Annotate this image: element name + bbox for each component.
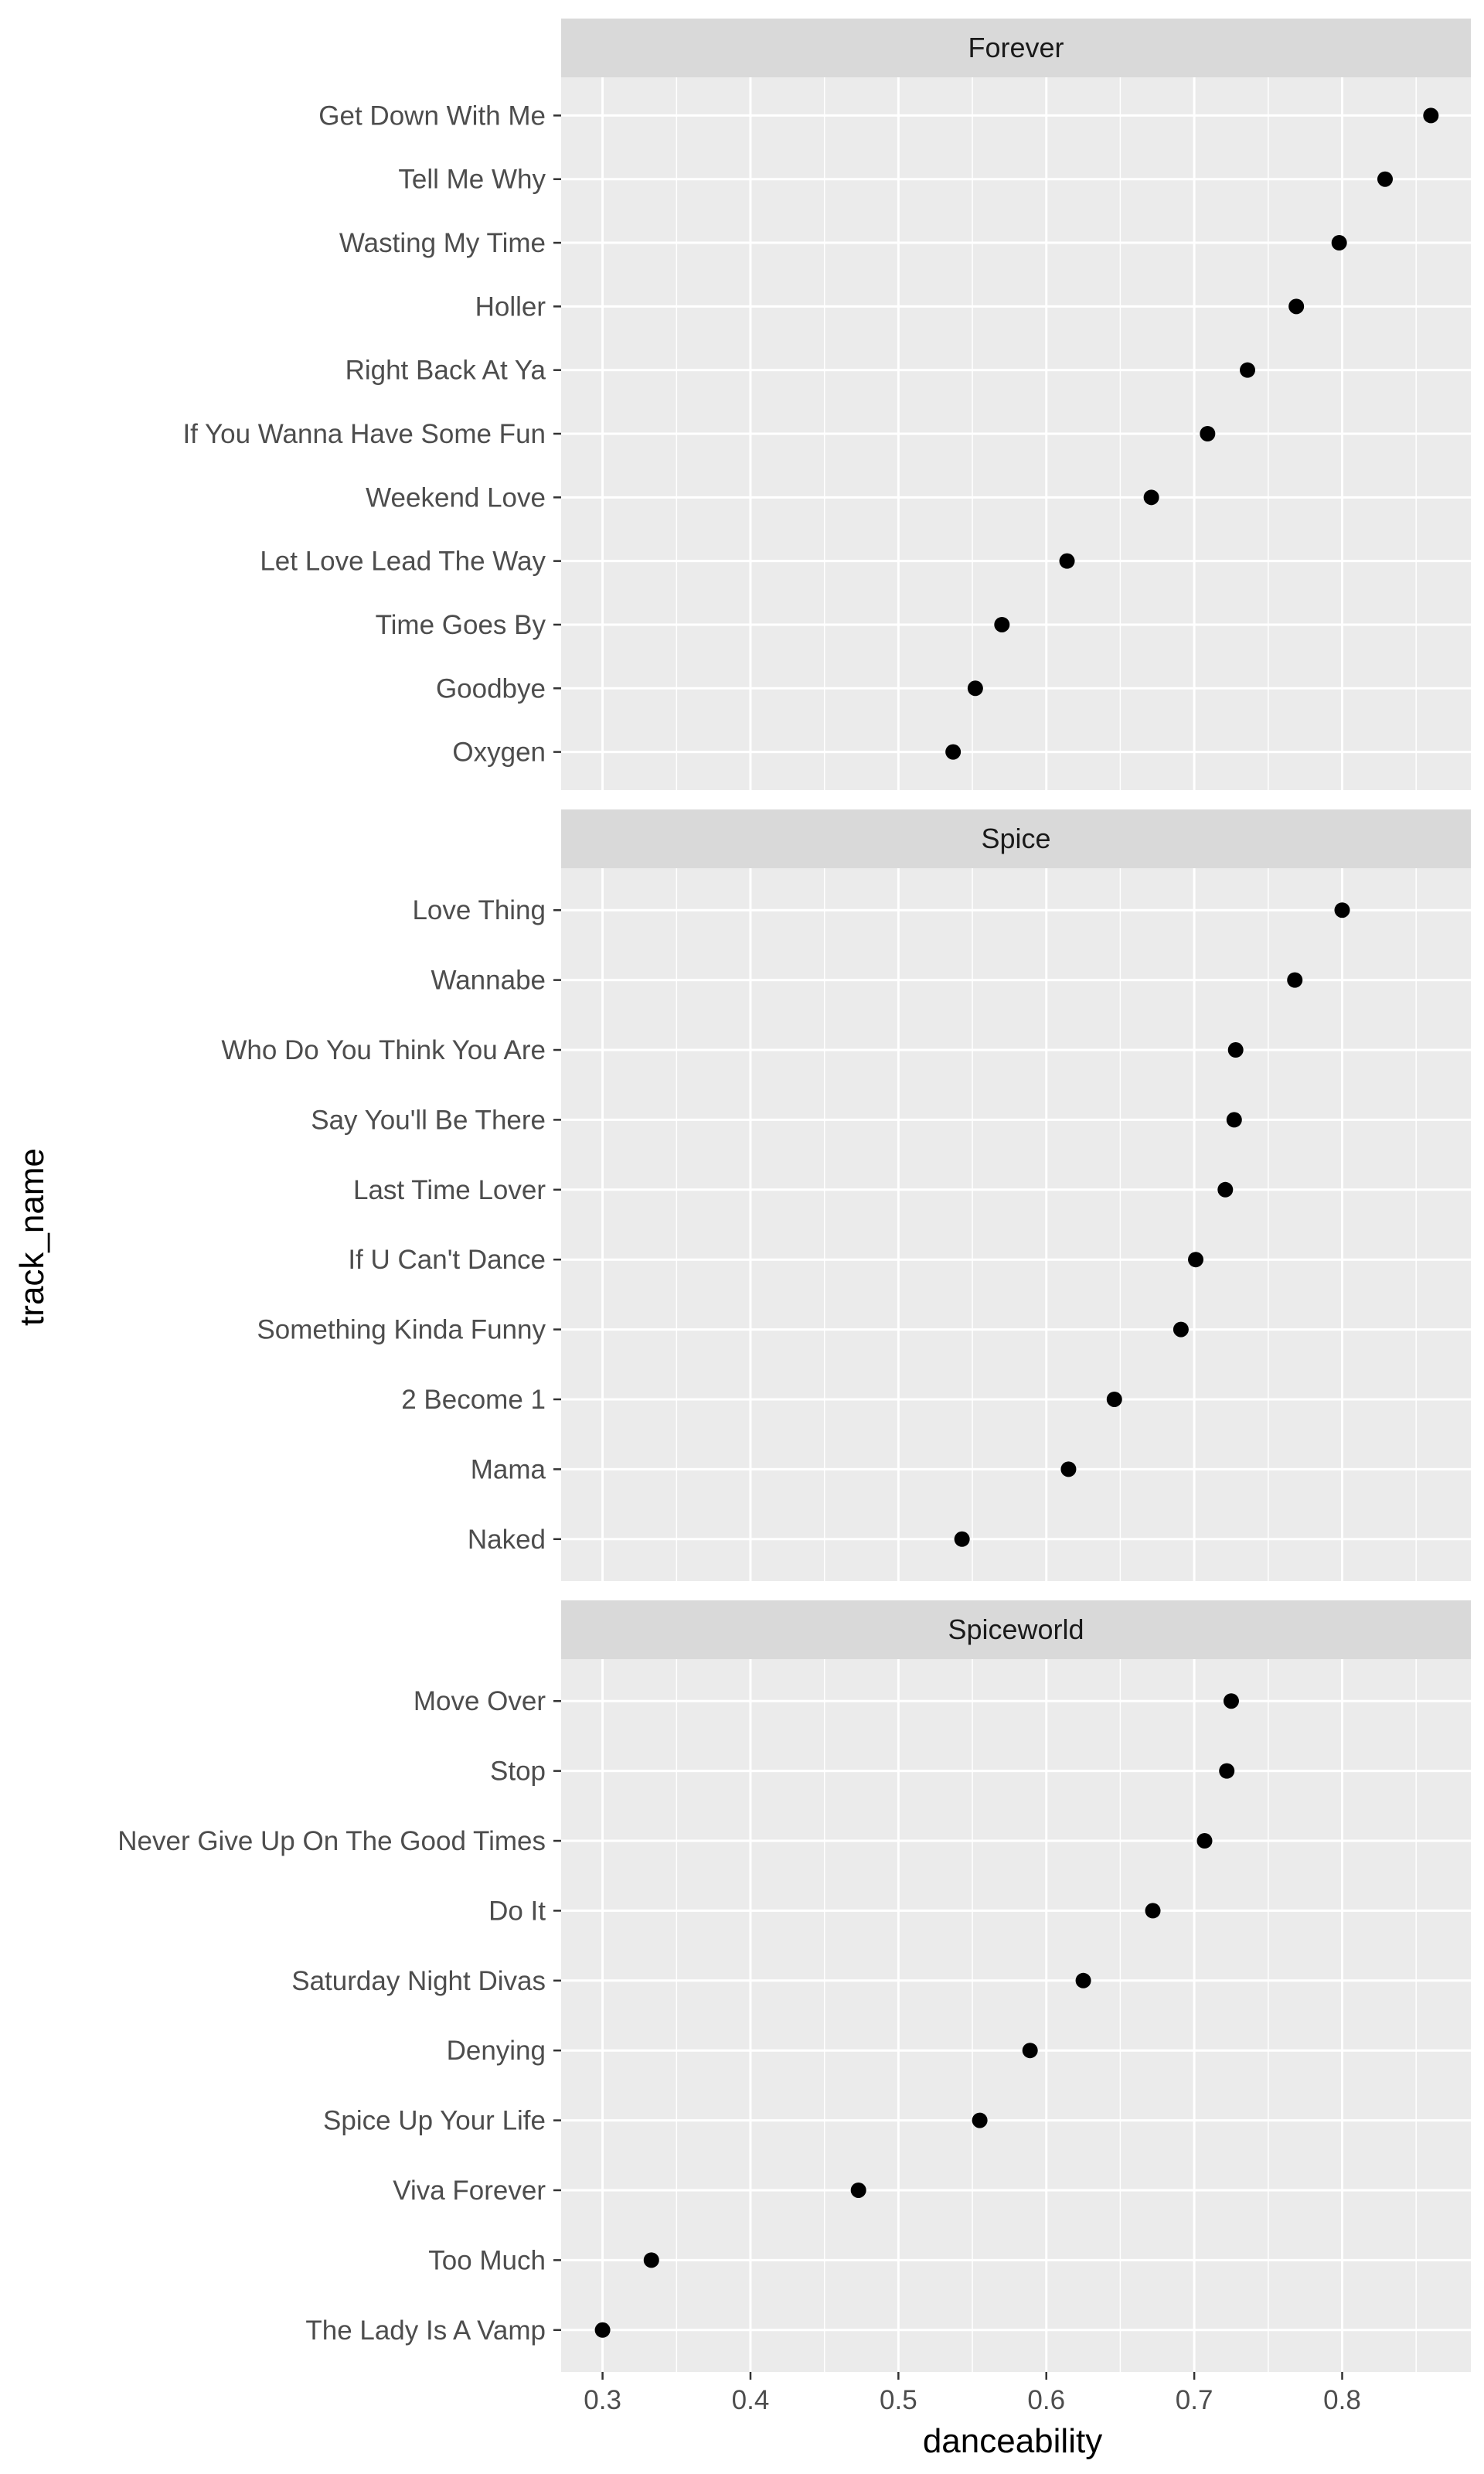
- x-axis-title: danceability: [923, 2422, 1102, 2460]
- facet-panel-forever: Forever Get Down With Me Tell Me Why Wastin…: [182, 19, 1471, 790]
- y-tick-label: Move Over: [414, 1686, 546, 1716]
- data-point: [850, 2182, 866, 2198]
- data-point: [1227, 1042, 1244, 1058]
- data-point: [1106, 1391, 1122, 1407]
- data-point: [643, 2252, 659, 2268]
- y-tick-label: If You Wanna Have Some Fun: [182, 419, 546, 449]
- y-tick-label: Wasting My Time: [339, 228, 546, 258]
- data-point: [1334, 902, 1350, 918]
- data-point: [1173, 1321, 1189, 1338]
- facet-strip-label: Spice: [981, 823, 1050, 854]
- y-tick-label: Goodbye: [436, 673, 546, 704]
- x-tick-label: 0.3: [584, 2385, 621, 2415]
- data-point: [1145, 1903, 1161, 1919]
- data-point: [994, 616, 1010, 632]
- y-tick-label: Love Thing: [412, 895, 546, 925]
- data-point: [594, 2322, 611, 2338]
- y-tick-label: Weekend Love: [366, 482, 546, 513]
- y-tick-label: Never Give Up On The Good Times: [117, 1826, 546, 1856]
- y-tick-label: Right Back At Ya: [345, 356, 546, 386]
- data-point: [972, 2112, 988, 2128]
- data-point: [1060, 1461, 1077, 1477]
- data-point: [1059, 553, 1075, 569]
- y-tick-label: Naked: [468, 1525, 546, 1555]
- y-tick-label: Viva Forever: [393, 2176, 546, 2206]
- data-point: [1331, 235, 1347, 251]
- data-point: [1075, 1972, 1091, 1988]
- x-tick-label: 0.7: [1176, 2385, 1213, 2415]
- y-tick-label: Holler: [475, 291, 546, 322]
- data-point: [1143, 489, 1159, 506]
- data-point: [1217, 1181, 1234, 1198]
- data-point: [1423, 107, 1439, 124]
- panels: Forever Get Down With Me Tell Me Why Wastin…: [117, 19, 1471, 2372]
- y-tick-label: Mama: [471, 1454, 546, 1484]
- data-point: [1022, 2043, 1038, 2059]
- y-tick-label: Do It: [488, 1896, 546, 1926]
- facet-strip: [561, 19, 1471, 77]
- y-tick-label: Wannabe: [431, 966, 546, 996]
- x-tick-label: 0.5: [880, 2385, 917, 2415]
- y-tick-label: The Lady Is A Vamp: [305, 2316, 546, 2346]
- y-tick-label: Something Kinda Funny: [257, 1315, 546, 1345]
- data-point: [1287, 972, 1303, 988]
- y-tick-label: Last Time Lover: [353, 1175, 546, 1205]
- data-point: [1377, 171, 1393, 187]
- facet-strip: [561, 1600, 1471, 1659]
- x-tick-label: 0.6: [1027, 2385, 1065, 2415]
- x-tick-label: 0.8: [1323, 2385, 1361, 2415]
- y-tick-label: Tell Me Why: [398, 165, 546, 195]
- data-point: [1219, 1763, 1235, 1779]
- y-tick-label: If U Can't Dance: [348, 1245, 546, 1275]
- y-tick-label: Too Much: [428, 2245, 546, 2275]
- data-point: [954, 1531, 970, 1547]
- y-tick-label: Stop: [490, 1757, 546, 1787]
- data-point: [967, 680, 983, 697]
- y-tick-label: Denying: [447, 2036, 546, 2066]
- y-tick-label: Oxygen: [452, 738, 546, 768]
- y-tick-label: Get Down With Me: [318, 101, 546, 131]
- y-tick-label: Who Do You Think You Are: [221, 1035, 546, 1065]
- y-tick-label: 2 Become 1: [401, 1385, 546, 1415]
- data-point: [1223, 1693, 1239, 1709]
- y-tick-label: Time Goes By: [376, 610, 546, 640]
- data-point: [1200, 426, 1216, 441]
- facet-panel-spiceworld: Spiceworld Move Over Stop Never Give Up On …: [117, 1600, 1471, 2372]
- y-tick-label: Say You'll Be There: [311, 1105, 546, 1135]
- data-point: [1196, 1833, 1213, 1849]
- data-point: [1288, 298, 1305, 315]
- panel-background: [561, 1659, 1471, 2372]
- y-axis-title: track_name: [13, 1148, 51, 1326]
- data-point: [945, 744, 962, 760]
- y-tick-label: Spice Up Your Life: [323, 2106, 546, 2136]
- facet-panel-spice: Spice Love Thing Wannabe Who Do You Think Y…: [221, 809, 1471, 1581]
- y-tick-label: Let Love Lead The Way: [260, 547, 546, 577]
- facet-strip-label: Forever: [968, 32, 1064, 63]
- x-axis: 0.3 0.4 0.5 0.6 0.7 0.8: [584, 2372, 1361, 2415]
- y-tick-label: Saturday Night Divas: [291, 1966, 546, 1996]
- data-point: [1226, 1112, 1242, 1128]
- data-point: [1240, 362, 1256, 378]
- facet-strip-label: Spiceworld: [948, 1614, 1084, 1645]
- x-tick-label: 0.4: [732, 2385, 770, 2415]
- data-point: [1188, 1252, 1204, 1268]
- facet-strip: [561, 809, 1471, 868]
- panel-background: [561, 868, 1471, 1581]
